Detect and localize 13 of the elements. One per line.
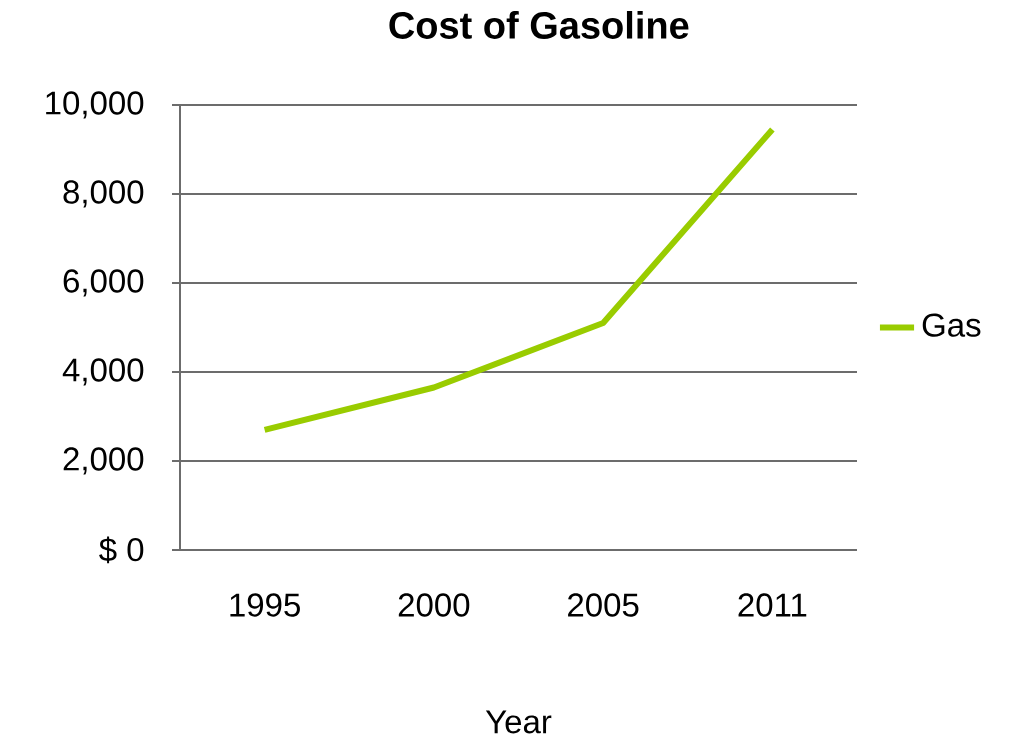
y-tick-label: 4,000	[62, 358, 144, 386]
x-tick-label: 2011	[738, 593, 807, 617]
y-tick-label: 2,000	[63, 447, 144, 475]
chart-title: Cost of Gasoline	[389, 10, 689, 39]
x-tick-label: 2005	[568, 593, 639, 617]
y-tick-label: $ 0	[99, 536, 144, 564]
y-tick-label: 10,000	[46, 91, 144, 119]
legend-label: Gas	[922, 313, 981, 337]
x-tick-label: 2000	[398, 593, 470, 617]
x-tick-label: 1995	[230, 593, 300, 617]
y-tick-label: 6,000	[63, 269, 144, 297]
x-axis-title: Year	[485, 710, 552, 734]
y-tick-label: 8,000	[63, 180, 144, 208]
